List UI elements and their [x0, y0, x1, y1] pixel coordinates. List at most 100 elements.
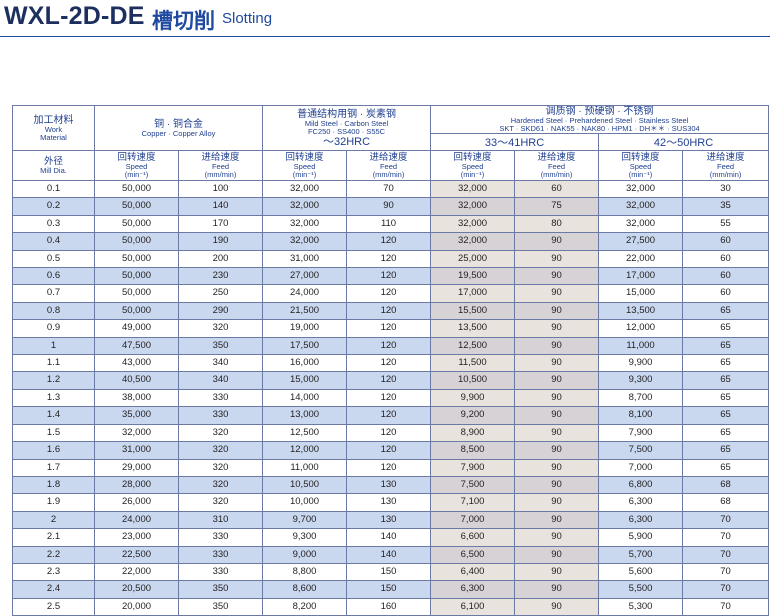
mill-dia-cell: 1.1 — [12, 354, 95, 373]
copper-feed-cell: 230 — [177, 267, 264, 286]
table-row: 1.6 31,000 320 12,000 120 8,500 90 7,500 65 — [12, 441, 770, 460]
copper-speed-cell: 29,000 — [94, 458, 179, 477]
copper-speed-cell: 20,000 — [94, 597, 179, 616]
cutting-conditions-table: 加工材料 Work Material 铜 · 铜合金 Copper · Copp… — [12, 105, 770, 616]
table-row: 1.8 28,000 320 10,500 130 7,500 90 6,800 68 — [12, 475, 770, 495]
feed-en1: Feed — [716, 161, 735, 171]
hrc42-speed-cell: 27,500 — [598, 232, 684, 251]
hrc33-speed-cell: 6,100 — [430, 597, 516, 616]
table-body: 0.1 50,000 100 32,000 70 32,000 60 32,000 30 0.2 5… — [12, 179, 770, 616]
copper-speed-cell: 50,000 — [94, 179, 179, 199]
mild-steel-hrc: ～32HRC — [322, 135, 371, 148]
mild-speed-cell: 8,600 — [262, 580, 348, 599]
copper-speed-cell: 22,000 — [94, 562, 179, 582]
hrc33-feed-cell: 90 — [514, 371, 600, 390]
feed-header: 进给速度 Feed (mm/min) — [346, 150, 432, 181]
hrc33-speed-cell: 8,900 — [430, 423, 516, 443]
table-row: 1 47,500 350 17,500 120 12,500 90 11,000 65 — [12, 336, 770, 356]
hrc42-speed-cell: 32,000 — [598, 214, 684, 234]
hrc33-feed-cell: 60 — [514, 179, 600, 199]
mild-feed-cell: 120 — [346, 301, 432, 321]
copper-speed-cell: 32,000 — [94, 423, 179, 443]
mild-speed-cell: 11,000 — [262, 458, 348, 477]
hrc-42-50-header: 42～50HRC — [598, 133, 770, 151]
mild-speed-cell: 8,800 — [262, 562, 348, 582]
mild-speed-cell: 15,000 — [262, 371, 348, 390]
feed-en1: Feed — [379, 161, 398, 171]
mild-speed-cell: 9,300 — [262, 528, 348, 547]
hrc42-speed-cell: 22,000 — [598, 249, 684, 269]
copper-speed-cell: 31,000 — [94, 441, 179, 460]
hrc42-speed-cell: 12,000 — [598, 319, 684, 338]
speed-cn: 回转速度 — [117, 151, 156, 163]
mill-dia-cell: 1.4 — [12, 406, 95, 425]
mill-dia-cell: 1.5 — [12, 423, 95, 443]
hrc33-speed-cell: 32,000 — [430, 232, 516, 251]
feed-cn: 进给速度 — [369, 151, 408, 163]
hrc33-feed-cell: 90 — [514, 284, 600, 303]
hrc33-speed-cell: 32,000 — [430, 197, 516, 216]
speed-cn: 回转速度 — [285, 151, 324, 163]
copper-feed-cell: 340 — [177, 371, 264, 390]
copper-speed-cell: 26,000 — [94, 493, 179, 512]
copper-feed-cell: 290 — [177, 301, 264, 321]
hrc33-speed-cell: 12,500 — [430, 336, 516, 356]
copper-feed-cell: 200 — [177, 249, 264, 269]
mill-dia-cell: 2.3 — [12, 562, 95, 582]
table-row: 0.4 50,000 190 32,000 120 32,000 90 27,500 60 — [12, 232, 770, 251]
hrc42-feed-cell: 30 — [682, 179, 770, 199]
hrc33-speed-cell: 17,000 — [430, 284, 516, 303]
mill-dia-cell: 2.1 — [12, 528, 95, 547]
hrc42-feed-cell: 60 — [682, 232, 770, 251]
hrc33-speed-cell: 15,500 — [430, 301, 516, 321]
table-row: 0.9 49,000 320 19,000 120 13,500 90 12,000 65 — [12, 319, 770, 338]
hrc42-speed-cell: 5,600 — [598, 562, 684, 582]
mill-dia-cell: 0.5 — [12, 249, 95, 269]
feed-unit: (mm/min) — [540, 169, 573, 179]
mill-dia-cell: 1.3 — [12, 388, 95, 408]
copper-feed-cell: 170 — [177, 214, 264, 234]
work-material-en1: Work — [44, 124, 63, 134]
hrc42-feed-cell: 70 — [682, 580, 770, 599]
mill-dia-cell: 0.2 — [12, 197, 95, 216]
hrc33-speed-cell: 9,900 — [430, 388, 516, 408]
table-row: 0.8 50,000 290 21,500 120 15,500 90 13,500 65 — [12, 301, 770, 321]
copper-speed-cell: 47,500 — [94, 336, 179, 356]
speed-header: 回转速度 Speed (min⁻¹) — [598, 150, 684, 181]
hrc42-speed-cell: 7,500 — [598, 441, 684, 460]
hrc42-speed-cell: 5,300 — [598, 597, 684, 616]
hrc33-feed-cell: 90 — [514, 475, 600, 495]
mill-dia-en: Mill Dia. — [40, 165, 67, 175]
hrc42-feed-cell: 65 — [682, 319, 770, 338]
table-row: 2.4 20,500 350 8,600 150 6,300 90 5,500 70 — [12, 580, 770, 599]
mild-speed-cell: 14,000 — [262, 388, 348, 408]
hrc33-feed-cell: 90 — [514, 354, 600, 373]
mild-feed-cell: 130 — [346, 475, 432, 495]
page-title: WXL-2D-DE — [4, 2, 145, 30]
hrc42-speed-cell: 5,900 — [598, 528, 684, 547]
mill-dia-cell: 1.2 — [12, 371, 95, 390]
mild-speed-cell: 12,500 — [262, 423, 348, 443]
hardened-steel-en1: Hardened Steel · Prehardened Steel · Sta… — [510, 116, 689, 125]
copper-feed-cell: 320 — [177, 475, 264, 495]
copper-speed-cell: 49,000 — [94, 319, 179, 338]
feed-header: 进给速度 Feed (mm/min) — [177, 150, 264, 181]
hrc42-feed-cell: 55 — [682, 214, 770, 234]
mill-dia-cell: 0.1 — [12, 179, 95, 199]
copper-feed-cell: 340 — [177, 354, 264, 373]
hrc42-speed-cell: 11,000 — [598, 336, 684, 356]
hrc33-speed-cell: 6,300 — [430, 580, 516, 599]
hrc42-feed-cell: 65 — [682, 406, 770, 425]
hrc33-speed-cell: 7,900 — [430, 458, 516, 477]
feed-cn: 进给速度 — [537, 151, 576, 163]
mild-feed-cell: 120 — [346, 441, 432, 460]
hrc42-feed-cell: 35 — [682, 197, 770, 216]
hrc42-feed-cell: 65 — [682, 458, 770, 477]
mild-speed-cell: 10,500 — [262, 475, 348, 495]
hrc33-speed-cell: 6,400 — [430, 562, 516, 582]
hrc42-speed-cell: 5,500 — [598, 580, 684, 599]
speed-cn: 回转速度 — [453, 151, 492, 163]
table-row: 1.2 40,500 340 15,000 120 10,500 90 9,300 65 — [12, 371, 770, 390]
table-row: 2.5 20,000 350 8,200 160 6,100 90 5,300 70 — [12, 597, 770, 616]
hrc42-speed-cell: 5,700 — [598, 545, 684, 564]
